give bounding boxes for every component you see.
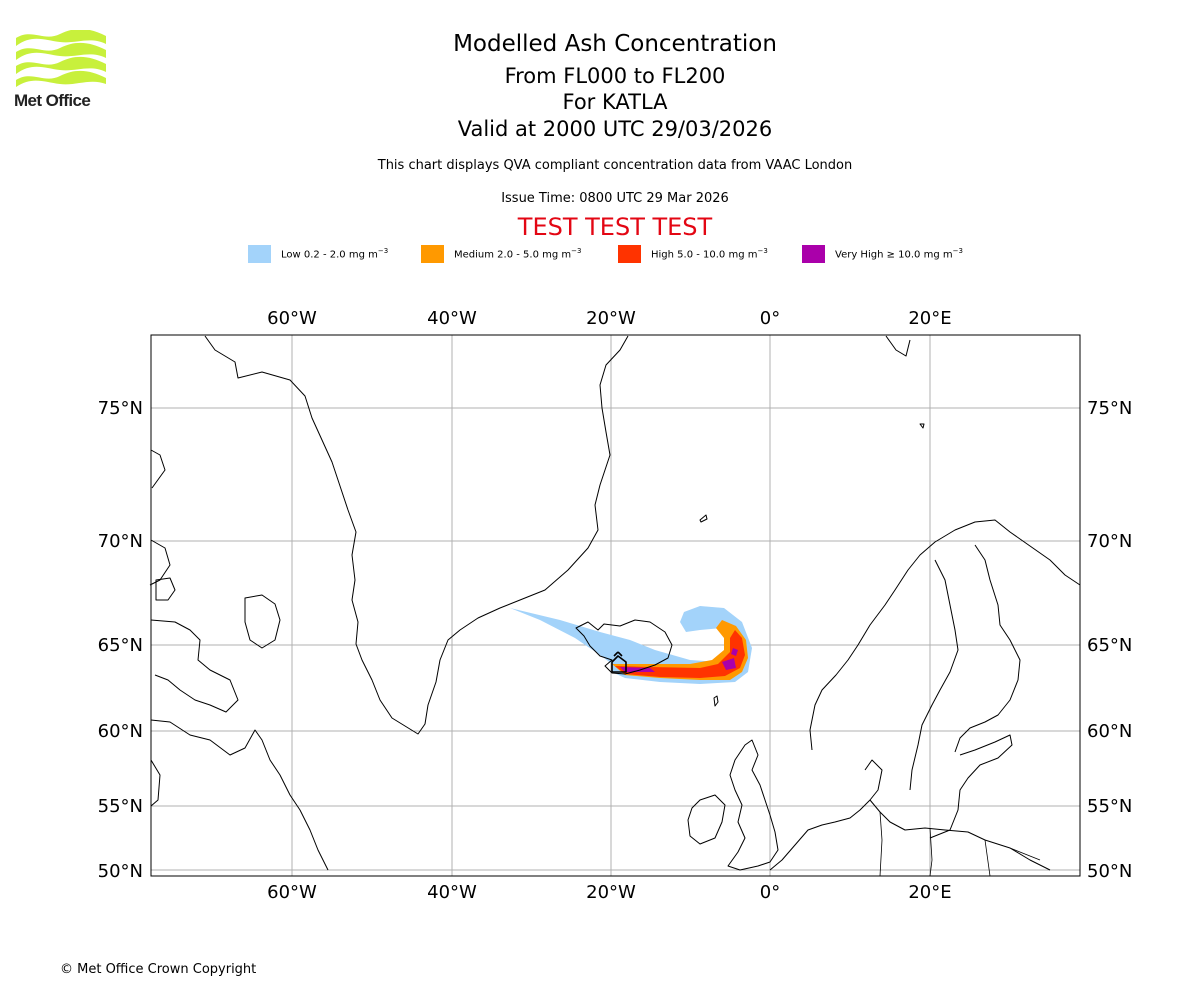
- ash-plume: [510, 606, 752, 684]
- lon-labels-bottom: 60°W 40°W 20°W 0° 20°E: [267, 882, 951, 903]
- coastlines: [149, 335, 1081, 877]
- coast-ireland: [687, 794, 726, 845]
- legend-label-high: High 5.0 - 10.0 mg m: [651, 249, 758, 261]
- legend-swatch-medium: [421, 245, 444, 263]
- coast-svalbard-fragment: [885, 335, 911, 357]
- logo-text: Met Office: [14, 91, 91, 110]
- legend-item-high: High 5.0 - 10.0 mg m−3: [618, 244, 768, 264]
- lat-label: 50°N: [1087, 861, 1132, 882]
- legend: Low 0.2 - 2.0 mg m−3 Medium 2.0 - 5.0 mg…: [0, 244, 1200, 264]
- valid-time: Valid at 2000 UTC 29/03/2026: [457, 117, 773, 141]
- coast-iceland: [575, 619, 673, 675]
- coast-canada-mainland: [150, 719, 329, 871]
- lat-label: 55°N: [1087, 796, 1132, 817]
- lon-label: 0°: [760, 308, 780, 329]
- legend-swatch-low: [248, 245, 271, 263]
- lon-label: 20°W: [586, 882, 636, 903]
- lat-labels-left: 75°N 70°N 65°N 60°N 55°N 50°N: [98, 398, 143, 882]
- lon-label: 60°W: [267, 308, 317, 329]
- lon-label: 40°W: [427, 308, 477, 329]
- plume-high: [615, 630, 745, 678]
- legend-swatch-high: [618, 245, 641, 263]
- coast-canada-inlet: [155, 577, 281, 649]
- lat-label: 65°N: [98, 635, 143, 656]
- plume-very-high: [620, 648, 738, 672]
- legend-label-low: Low 0.2 - 2.0 mg m: [281, 249, 378, 261]
- legend-label-very-high: Very High ≥ 10.0 mg m: [835, 249, 953, 261]
- qva-note: This chart displays QVA compliant concen…: [377, 158, 853, 173]
- met-office-waves-icon: [16, 30, 106, 87]
- lon-label: 20°E: [908, 308, 951, 329]
- lat-label: 60°N: [1087, 721, 1132, 742]
- coast-bear-island: [919, 423, 925, 429]
- chart-title: Modelled Ash Concentration: [453, 31, 777, 57]
- legend-unit-exp: −3: [952, 247, 963, 256]
- lat-label: 70°N: [98, 531, 143, 552]
- lon-label: 40°W: [427, 882, 477, 903]
- met-office-logo: Met Office: [14, 30, 109, 115]
- lon-labels-top: 60°W 40°W 20°W 0° 20°E: [267, 308, 951, 329]
- legend-item-very-high: Very High ≥ 10.0 mg m−3: [802, 244, 963, 264]
- ash-map: 60°W 40°W 20°W 0° 20°E 60°W 40°W 20°W 0°…: [98, 308, 1133, 903]
- flight-levels: From FL000 to FL200: [504, 64, 726, 88]
- copyright-notice: © Met Office Crown Copyright: [60, 962, 257, 977]
- lon-label: 60°W: [267, 882, 317, 903]
- coast-continent: [769, 759, 1051, 871]
- coast-sweden-finland: [909, 544, 1021, 791]
- coast-baltic: [929, 734, 1013, 839]
- legend-swatch-very-high: [802, 245, 825, 263]
- legend-label-medium: Medium 2.0 - 5.0 mg m: [454, 249, 572, 261]
- lat-label: 55°N: [98, 796, 143, 817]
- volcano-marker-icon: [611, 651, 627, 673]
- coast-borders: [879, 811, 1041, 877]
- coast-norway: [809, 519, 1081, 751]
- coast-jan-mayen: [699, 514, 708, 523]
- lat-label: 60°N: [98, 721, 143, 742]
- lon-label: 0°: [760, 882, 780, 903]
- lat-label: 75°N: [98, 398, 143, 419]
- map-frame: [150, 334, 1081, 877]
- lon-label: 20°E: [908, 882, 951, 903]
- lat-label: 50°N: [98, 861, 143, 882]
- legend-unit-exp: −3: [571, 247, 582, 256]
- volcano-name: For KATLA: [562, 90, 668, 114]
- legend-unit-exp: −3: [377, 247, 389, 256]
- legend-item-medium: Medium 2.0 - 5.0 mg m−3: [421, 244, 581, 264]
- lat-labels-right: 75°N 70°N 65°N 60°N 55°N 50°N: [1087, 398, 1132, 882]
- lat-label: 65°N: [1087, 635, 1132, 656]
- lon-label: 20°W: [586, 308, 636, 329]
- issue-time: Issue Time: 0800 UTC 29 Mar 2026: [501, 191, 729, 206]
- test-banner: TEST TEST TEST: [517, 213, 713, 241]
- coast-faroes: [713, 695, 719, 707]
- lat-label: 75°N: [1087, 398, 1132, 419]
- lat-label: 70°N: [1087, 531, 1132, 552]
- coast-great-britain: [727, 739, 779, 871]
- legend-item-low: Low 0.2 - 2.0 mg m−3: [248, 244, 388, 264]
- legend-unit-exp: −3: [757, 247, 768, 256]
- coast-canada-islands: [149, 449, 239, 713]
- coast-greenland: [204, 335, 629, 735]
